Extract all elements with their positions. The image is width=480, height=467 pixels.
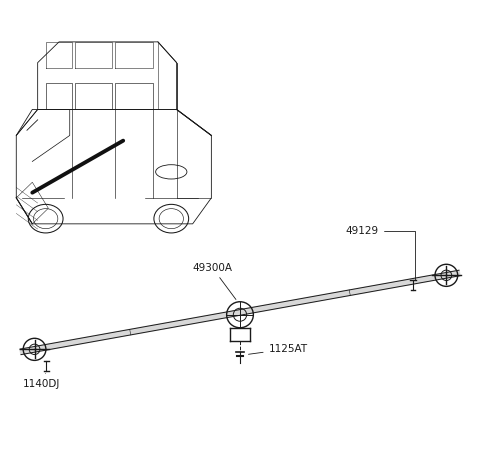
Text: 1140DJ: 1140DJ (23, 373, 60, 389)
Text: 49300A: 49300A (192, 262, 236, 299)
Text: 1125AT: 1125AT (249, 344, 308, 354)
Text: 49129: 49129 (345, 226, 415, 280)
Polygon shape (20, 270, 460, 354)
